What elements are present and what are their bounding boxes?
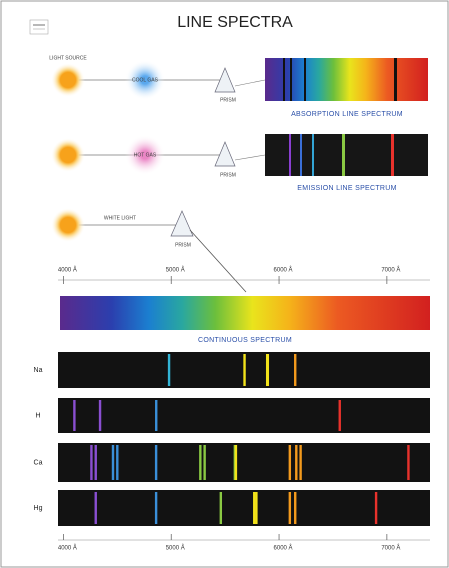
spectrum-panel xyxy=(58,443,430,482)
spectral-line xyxy=(154,492,158,524)
x-tick-label: 4000 Å xyxy=(58,545,77,552)
spectral-line xyxy=(407,445,410,480)
spectral-line xyxy=(111,445,115,480)
spectral-line xyxy=(294,354,297,386)
spectral-line xyxy=(116,445,119,480)
spectral-line xyxy=(219,492,223,524)
element-label: Na xyxy=(34,367,43,374)
gas-label: HOT GAS xyxy=(134,152,157,158)
spectral-line xyxy=(299,445,302,480)
title: LINE SPECTRA xyxy=(177,14,293,31)
logo xyxy=(29,19,49,35)
emission-caption: EMISSION LINE SPECTRUM xyxy=(297,185,397,192)
prism-label: PRISM xyxy=(175,242,191,248)
spectral-line xyxy=(255,492,258,524)
spectral-line xyxy=(154,445,158,480)
spectral-line xyxy=(288,445,292,480)
spectral-line xyxy=(295,445,298,480)
continuous-setup xyxy=(51,208,247,293)
spectral-line xyxy=(90,445,93,480)
element-label: H xyxy=(35,412,40,419)
continuous-spectrum xyxy=(60,296,430,330)
spectral-line xyxy=(294,492,297,524)
element-label: Ca xyxy=(34,459,43,466)
absorption-caption: ABSORPTION LINE SPECTRUM xyxy=(291,111,403,118)
emission-spectrum xyxy=(265,134,428,176)
spectral-line xyxy=(374,492,378,524)
spectrum-panel xyxy=(58,490,430,526)
gas-label: COOL GAS xyxy=(132,77,159,83)
spectral-line xyxy=(203,445,206,480)
continuous-caption: CONTINUOUS SPECTRUM xyxy=(198,337,292,344)
x-tick-label: 4000 Å xyxy=(58,267,77,274)
spectrum-panel xyxy=(58,398,430,433)
x-tick-label: 6000 Å xyxy=(274,267,293,274)
x-tick-label: 5000 Å xyxy=(166,545,185,552)
spectral-line xyxy=(73,400,76,431)
element-label: Hg xyxy=(34,505,43,512)
x-tick-label: 5000 Å xyxy=(166,267,185,274)
source-label: LIGHT SOURCE xyxy=(49,55,87,61)
prism-label: PRISM xyxy=(220,97,236,103)
emission-setup xyxy=(51,135,266,175)
spectral-line xyxy=(94,445,97,480)
spectral-line xyxy=(167,354,171,386)
spectral-line xyxy=(234,445,238,480)
x-tick-label: 7000 Å xyxy=(381,267,400,274)
spectral-line xyxy=(199,445,202,480)
spectral-line xyxy=(98,400,102,431)
spectral-line xyxy=(253,492,256,524)
prism-label: PRISM xyxy=(220,172,236,178)
spectral-line xyxy=(155,400,158,431)
x-tick-label: 6000 Å xyxy=(274,545,293,552)
spectral-line xyxy=(338,400,341,431)
spectral-line xyxy=(266,354,270,386)
spectral-line xyxy=(94,492,97,524)
white-light-label: WHITE LIGHT xyxy=(104,215,136,221)
absorption-spectrum xyxy=(265,58,428,101)
x-tick-label: 7000 Å xyxy=(381,545,400,552)
spectral-line xyxy=(288,492,292,524)
spectral-line xyxy=(243,354,246,386)
absorption-setup xyxy=(51,60,266,100)
